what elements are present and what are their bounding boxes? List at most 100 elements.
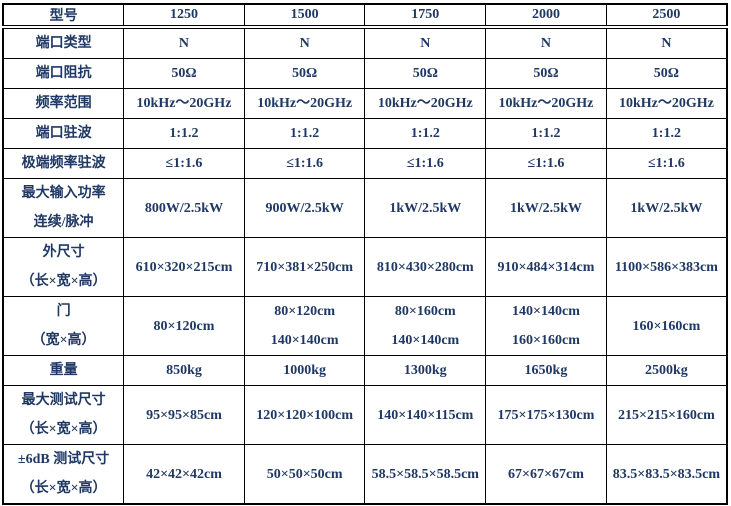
value-cell: 67×67×67cm [485,444,607,505]
value-cell: 50×50×50cm [243,444,366,505]
value-cell: 800W/2.5kW [123,178,245,238]
value-cell: 80×120cm [123,296,245,356]
row-label-cell: ±6dB 测试尺寸 （长×宽×高） [2,444,125,505]
value-line: 10kHz～20GHz [377,96,473,111]
value-line: 900W/2.5kW [265,200,344,216]
value-cell: 10kHz～20GHz [123,88,245,119]
header-cell-model: 2000 [485,3,607,29]
spec-table-header: 型号 1250 1500 1750 2000 2500 [2,3,728,29]
value-cell: 2500kg [605,355,728,386]
value-line: 1:1.2 [290,126,320,141]
value-line: 1:1.2 [410,126,440,141]
value-cell: 50Ω [364,58,487,89]
value-cell: 50Ω [485,58,607,89]
value-cell: 1:1.2 [123,118,245,149]
value-line: 80×120cm [153,318,215,334]
value-line: 140×140×115cm [377,407,474,423]
value-cell: 140×140×115cm [364,385,487,445]
value-cell: 710×381×250cm [243,237,366,297]
value-cell: 50Ω [123,58,245,89]
value-cell: 1kW/2.5kW [605,178,728,238]
value-line: 120×120×100cm [256,407,354,423]
value-cell: ≤1:1.6 [243,148,366,179]
spec-row: 频率范围 10kHz～20GHz 10kHz～20GHz 10kHz～20GHz 10k… [2,88,728,119]
value-line: 1kW/2.5kW [630,200,703,216]
row-label-line: 重量 [49,363,78,378]
row-label-cell: 外尺寸 （长×宽×高） [2,237,125,297]
value-line: 95×95×85cm [146,407,222,423]
value-line: N [178,36,190,51]
value-line: 83.5×83.5×83.5cm [612,466,721,482]
value-line: 140×140cm [512,304,580,319]
row-label-cell: 频率范围 [2,88,125,119]
value-cell: 1:1.2 [485,118,607,149]
value-cell: 175×175×130cm [485,385,607,445]
value-line: 1000kg [283,363,327,378]
value-cell: 10kHz～20GHz [485,88,607,119]
spec-row: 最大测试尺寸 （长×宽×高） 95×95×85cm 120×120×100cm 140×… [2,385,728,445]
value-line: 1650kg [524,363,568,378]
value-cell: 215×215×160cm [605,385,728,445]
row-label-cell: 门 （宽×高） [2,296,125,356]
value-line: 50Ω [292,66,318,81]
value-line: 140×140cm [270,333,339,348]
row-label-line: 门 [56,304,71,319]
value-cell: 10kHz～20GHz [364,88,487,119]
spec-row: 重量 850kg 1000kg 1300kg 1650kg 2500kg [2,355,728,386]
value-line: 50Ω [171,66,197,81]
row-label-cell: 最大测试尺寸 （长×宽×高） [2,385,125,445]
value-cell: 610×320×215cm [123,237,245,297]
value-line: ≤1:1.6 [406,156,444,171]
value-line: 1kW/2.5kW [389,200,462,216]
value-line: N [299,36,310,51]
spec-row: 端口阻抗 50Ω 50Ω 50Ω 50Ω 50Ω [2,58,728,89]
value-cell: 80×120cm 140×140cm [243,296,366,356]
value-line: 1:1.2 [169,126,199,141]
spec-row: 外尺寸 （长×宽×高） 610×320×215cm 710×381×250cm 810×… [2,237,728,297]
value-cell: 1100×586×383cm [605,237,728,297]
row-label-line: （长×宽×高） [20,481,107,496]
value-cell: N [123,26,245,59]
value-line: 50×50×50cm [266,466,343,482]
value-line: N [540,36,552,51]
row-label-line: 极端频率驻波 [21,156,106,171]
value-line: ≤1:1.6 [527,156,565,171]
value-line: 160×160cm [632,318,701,334]
value-line: 140×140cm [391,333,460,348]
value-cell: 900W/2.5kW [243,178,366,238]
row-label-line: 最大测试尺寸 [21,393,106,408]
value-line: 1300kg [403,363,447,378]
spec-row: 端口类型 N N N N N [2,26,728,59]
value-cell: 910×484×314cm [485,237,607,297]
value-line: 80×120cm [274,304,336,319]
value-cell: 42×42×42cm [123,444,245,505]
row-label-cell: 端口驻波 [2,118,125,149]
value-line: 1100×586×383cm [614,259,718,275]
value-line: N [661,36,672,51]
value-line: 58.5×58.5×58.5cm [371,466,479,482]
spec-row: 门 （宽×高） 80×120cm 80×120cm 140×140cm 80×160cm 1… [2,296,728,356]
value-cell: 810×430×280cm [364,237,487,297]
spec-table: 型号 1250 1500 1750 2000 2500 端口类型 N N N N N 端口阻抗 50Ω 5… [2,3,728,505]
value-line: 50Ω [533,66,559,81]
value-line: 1:1.2 [651,126,681,141]
value-line: 50Ω [653,66,679,81]
value-line: 910×484×314cm [497,259,595,275]
row-label-line: 端口阻抗 [35,66,92,81]
row-label-line: 端口驻波 [35,126,92,141]
value-line: 850kg [166,363,202,378]
value-line: 160×160cm [512,333,580,348]
value-cell: 1:1.2 [605,118,728,149]
row-label-line: （长×宽×高） [20,422,107,437]
spec-table-body: 端口类型 N N N N N 端口阻抗 50Ω 50Ω 50Ω 50Ω 50Ω 频率范围 10kHz～20… [2,26,728,505]
value-cell: ≤1:1.6 [364,148,487,179]
row-label-line: 端口类型 [35,36,92,51]
value-cell: N [485,26,607,59]
value-line: 800W/2.5kW [144,200,224,216]
header-cell-model: 1750 [364,3,487,29]
value-cell: ≤1:1.6 [605,148,728,179]
header-cell-model: 1500 [243,3,366,29]
spec-row: 极端频率驻波 ≤1:1.6 ≤1:1.6 ≤1:1.6 ≤1:1.6 ≤1:1.6 [2,148,728,179]
row-label-line: 频率范围 [35,96,92,111]
